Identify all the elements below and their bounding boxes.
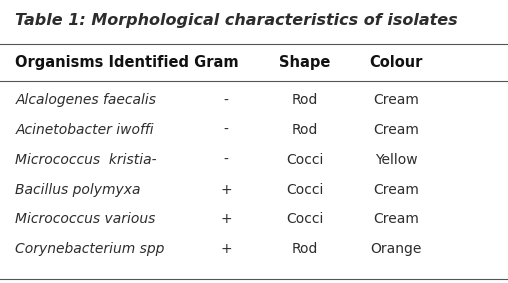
Text: +: + <box>220 212 232 226</box>
Text: Cream: Cream <box>373 183 419 197</box>
Text: Cocci: Cocci <box>286 153 324 167</box>
Text: Alcalogenes faecalis: Alcalogenes faecalis <box>15 93 156 108</box>
Text: Acinetobacter iwoffi: Acinetobacter iwoffi <box>15 123 154 137</box>
Text: Rod: Rod <box>292 93 318 108</box>
Text: Cream: Cream <box>373 93 419 108</box>
Text: -: - <box>224 93 229 108</box>
Text: Organisms Identified Gram: Organisms Identified Gram <box>15 55 239 70</box>
Text: Rod: Rod <box>292 123 318 137</box>
Text: Table 1: Morphological characteristics of isolates: Table 1: Morphological characteristics o… <box>15 13 458 28</box>
Text: Micrococcus various: Micrococcus various <box>15 212 155 226</box>
Text: Bacillus polymyxa: Bacillus polymyxa <box>15 183 141 197</box>
Text: -: - <box>224 153 229 167</box>
Text: Shape: Shape <box>279 55 331 70</box>
Text: Cream: Cream <box>373 123 419 137</box>
Text: Rod: Rod <box>292 242 318 256</box>
Text: Corynebacterium spp: Corynebacterium spp <box>15 242 165 256</box>
Text: -: - <box>224 123 229 137</box>
Text: +: + <box>220 183 232 197</box>
Text: Yellow: Yellow <box>375 153 418 167</box>
Text: Orange: Orange <box>370 242 422 256</box>
Text: Colour: Colour <box>369 55 423 70</box>
Text: Cocci: Cocci <box>286 212 324 226</box>
Text: Cocci: Cocci <box>286 183 324 197</box>
Text: Cream: Cream <box>373 212 419 226</box>
Text: Micrococcus  kristia-: Micrococcus kristia- <box>15 153 157 167</box>
Text: +: + <box>220 242 232 256</box>
